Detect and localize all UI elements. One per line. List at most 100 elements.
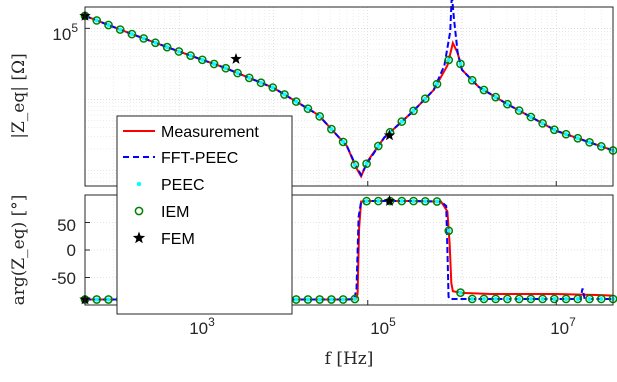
iem-marker xyxy=(362,159,371,169)
peec-marker xyxy=(399,119,404,124)
peec-marker xyxy=(247,75,252,80)
magnitude-panel: 105 |Z_eq| [Ω] xyxy=(9,0,617,187)
iem-marker xyxy=(174,47,184,56)
peec-marker xyxy=(223,66,228,71)
iem-marker xyxy=(338,295,348,304)
peec-marker xyxy=(458,290,463,295)
x-tick-label-1e7: 107 xyxy=(550,315,576,338)
peec-marker xyxy=(352,297,357,302)
iem-marker xyxy=(573,294,583,304)
peec-marker xyxy=(575,296,580,301)
iem-marker xyxy=(538,294,547,304)
phase-line-measurement xyxy=(85,200,614,301)
iem-marker xyxy=(315,112,325,121)
peec-marker xyxy=(94,18,99,23)
peec-marker xyxy=(552,127,557,132)
peec-marker xyxy=(141,36,146,41)
iem-marker xyxy=(350,294,360,304)
iem-marker xyxy=(303,104,313,114)
iem-marker xyxy=(467,294,477,304)
iem-marker xyxy=(151,38,160,48)
iem-marker xyxy=(373,196,383,206)
peec-marker xyxy=(153,40,158,45)
peec-marker xyxy=(599,296,604,301)
peec-marker xyxy=(446,58,451,63)
legend: Measurement FFT-PEEC PEEC IEM FEM xyxy=(116,115,293,315)
peec-marker xyxy=(200,57,205,62)
peec-marker xyxy=(493,296,498,301)
iem-marker xyxy=(244,73,254,83)
iem-marker xyxy=(456,288,465,297)
magnitude-axes-frame xyxy=(84,6,614,187)
iem-marker xyxy=(373,141,383,151)
magnitude-y-axis-label: |Z_eq| [Ω] xyxy=(9,53,29,138)
iem-marker xyxy=(573,133,583,143)
peec-marker xyxy=(235,71,240,76)
peec-marker xyxy=(376,199,381,204)
iem-marker xyxy=(491,92,501,102)
peec-marker xyxy=(118,27,123,32)
peec-marker xyxy=(423,199,428,204)
iem-marker xyxy=(315,295,325,304)
legend-label-fft-peec: FFT-PEEC xyxy=(161,150,238,167)
iem-marker xyxy=(479,85,489,95)
x-tick-label-1e5: 105 xyxy=(370,315,396,338)
iem-marker xyxy=(268,83,278,92)
peec-marker xyxy=(106,22,111,27)
peec-marker xyxy=(446,228,451,233)
legend-star-shape xyxy=(132,231,146,244)
legend-swatch-fem xyxy=(132,231,146,244)
peec-marker xyxy=(399,199,404,204)
peec-marker xyxy=(552,296,557,301)
peec-marker xyxy=(599,144,604,149)
iem-marker xyxy=(456,59,465,69)
peec-marker xyxy=(435,82,439,87)
peec-marker xyxy=(282,92,287,97)
iem-marker xyxy=(104,295,113,304)
peec-marker xyxy=(305,297,310,302)
iem-marker xyxy=(526,112,536,122)
iem-marker xyxy=(526,294,536,304)
magnitude-markers xyxy=(79,9,617,170)
phase-y-tick-minus50: -50 xyxy=(51,269,76,288)
peec-marker xyxy=(564,132,569,137)
peec-marker xyxy=(364,199,369,204)
iem-marker xyxy=(197,55,207,65)
phase-line-fft-peec xyxy=(85,200,613,301)
peec-marker xyxy=(305,106,310,111)
iem-marker xyxy=(127,29,137,39)
iem-marker xyxy=(397,196,407,206)
x-tick-label-1e3: 103 xyxy=(189,315,215,338)
iem-marker xyxy=(561,294,571,304)
iem-marker xyxy=(350,160,360,170)
peec-marker xyxy=(505,102,510,107)
iem-marker xyxy=(186,51,195,61)
peec-marker xyxy=(317,297,322,302)
iem-marker xyxy=(92,16,102,25)
iem-marker xyxy=(503,294,512,304)
legend-label-iem: IEM xyxy=(161,204,189,221)
iem-marker xyxy=(92,295,102,304)
fem-marker xyxy=(383,195,396,206)
peec-marker xyxy=(564,296,569,301)
fem-marker xyxy=(383,129,396,141)
peec-marker xyxy=(528,114,533,119)
legend-swatch-peec xyxy=(136,181,142,187)
iem-marker xyxy=(162,42,172,52)
iem-marker xyxy=(432,197,442,206)
iem-marker xyxy=(209,59,219,69)
iem-marker xyxy=(256,78,266,88)
iem-marker xyxy=(280,90,289,99)
iem-marker xyxy=(596,294,606,304)
iem-marker xyxy=(596,142,606,151)
iem-marker xyxy=(538,119,547,128)
iem-marker xyxy=(585,137,594,147)
peec-marker xyxy=(481,296,486,301)
legend-label-measurement: Measurement xyxy=(161,124,259,141)
peec-marker xyxy=(341,139,346,144)
peec-marker xyxy=(540,121,545,126)
peec-marker xyxy=(458,61,463,66)
iem-marker xyxy=(467,75,477,85)
iem-marker xyxy=(115,25,125,34)
